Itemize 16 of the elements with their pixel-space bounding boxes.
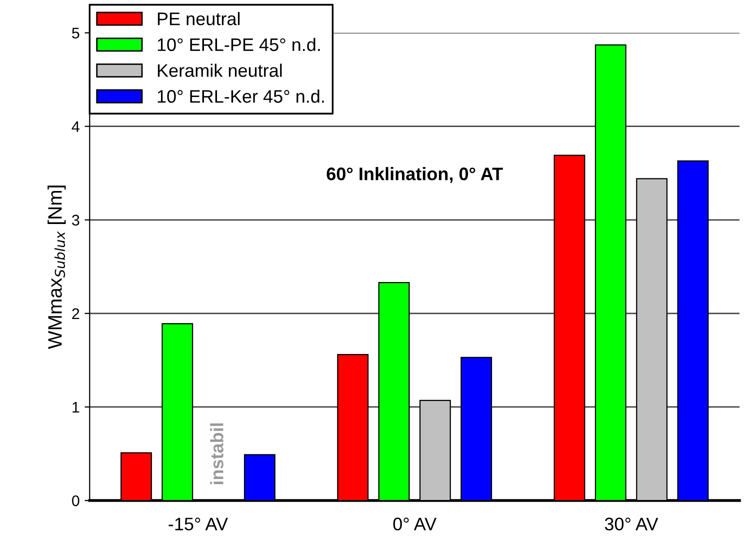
annotation: 60° Inklination, 0° AT	[326, 167, 503, 183]
legend-label: PE neutral	[158, 12, 240, 26]
y-tick-label: 5	[72, 28, 80, 39]
y-axis-title: WMmax$_{Sublux}$ [Nm]	[48, 186, 66, 350]
x-tick-label: 0° AV	[393, 518, 437, 530]
y-tick-label: 2	[72, 308, 80, 319]
y-tick-label: 1	[72, 402, 80, 413]
legend-label: 10° ERL-Ker 45° n.d.	[158, 90, 324, 103]
legend-label: 10° ERL-PE 45° n.d.	[158, 38, 320, 52]
y-tick-label: 3	[72, 214, 80, 226]
y-tick-label: 4	[72, 121, 80, 132]
x-tick-label: 30° AV	[604, 518, 658, 530]
y-tick-label: 0	[72, 495, 80, 506]
legend-label: Keramik neutral	[158, 64, 282, 77]
x-tick-label: -15° AV	[168, 518, 228, 530]
annotation: instabil	[210, 423, 224, 484]
